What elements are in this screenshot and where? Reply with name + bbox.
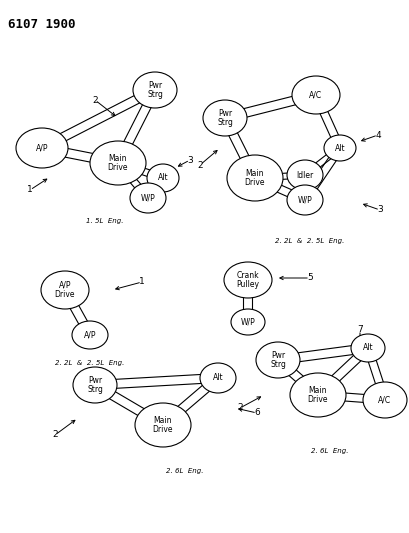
Text: 4: 4: [374, 131, 380, 140]
Text: A/C: A/C: [378, 395, 391, 405]
Ellipse shape: [135, 403, 191, 447]
Ellipse shape: [289, 373, 345, 417]
Text: Main
Drive: Main Drive: [244, 168, 265, 188]
Ellipse shape: [323, 135, 355, 161]
Ellipse shape: [286, 185, 322, 215]
Text: Idler: Idler: [296, 171, 313, 180]
Text: W/P: W/P: [240, 318, 255, 327]
Text: 5: 5: [306, 273, 312, 282]
Text: Pwr
Strg: Pwr Strg: [147, 80, 162, 99]
Text: W/P: W/P: [297, 196, 312, 205]
Text: Alt: Alt: [212, 374, 223, 383]
Ellipse shape: [350, 334, 384, 362]
Text: A/P
Drive: A/P Drive: [55, 281, 75, 300]
Text: Alt: Alt: [334, 143, 344, 152]
Text: A/P: A/P: [83, 330, 96, 340]
Text: Pwr
Strg: Pwr Strg: [270, 351, 285, 369]
Text: 2: 2: [52, 431, 58, 440]
Ellipse shape: [227, 155, 282, 201]
Text: 1: 1: [27, 185, 33, 195]
Text: Alt: Alt: [157, 174, 168, 182]
Ellipse shape: [255, 342, 299, 378]
Ellipse shape: [200, 363, 236, 393]
Ellipse shape: [41, 271, 89, 309]
Text: Main
Drive: Main Drive: [108, 154, 128, 172]
Ellipse shape: [362, 382, 406, 418]
Ellipse shape: [72, 321, 108, 349]
Ellipse shape: [130, 183, 166, 213]
Text: 2. 2L  &  2. 5L  Eng.: 2. 2L & 2. 5L Eng.: [55, 360, 124, 366]
Text: Crank
Pulley: Crank Pulley: [236, 271, 259, 289]
Text: 2. 2L  &  2. 5L  Eng.: 2. 2L & 2. 5L Eng.: [274, 238, 344, 244]
Text: 1: 1: [139, 278, 144, 287]
Ellipse shape: [73, 367, 117, 403]
Text: Pwr
Strg: Pwr Strg: [87, 376, 103, 394]
Ellipse shape: [230, 309, 264, 335]
Text: 3: 3: [187, 156, 192, 165]
Ellipse shape: [202, 100, 246, 136]
Ellipse shape: [147, 164, 179, 192]
Ellipse shape: [90, 141, 146, 185]
Text: Main
Drive: Main Drive: [307, 386, 328, 405]
Ellipse shape: [286, 160, 322, 190]
Ellipse shape: [223, 262, 271, 298]
Text: Main
Drive: Main Drive: [153, 416, 173, 434]
Text: Pwr
Strg: Pwr Strg: [216, 109, 232, 127]
Text: 2: 2: [237, 403, 242, 413]
Text: W/P: W/P: [140, 193, 155, 203]
Text: A/P: A/P: [36, 143, 48, 152]
Text: 2. 6L  Eng.: 2. 6L Eng.: [256, 352, 293, 358]
Ellipse shape: [291, 76, 339, 114]
Text: 2. 6L  Eng.: 2. 6L Eng.: [166, 468, 203, 474]
Text: 2. 6L  Eng.: 2. 6L Eng.: [310, 448, 348, 454]
Text: A/C: A/C: [309, 91, 322, 100]
Ellipse shape: [16, 128, 68, 168]
Text: 1. 5L  Eng.: 1. 5L Eng.: [86, 218, 124, 224]
Text: Alt: Alt: [362, 343, 373, 352]
Text: 6: 6: [254, 408, 259, 417]
Text: 2: 2: [92, 95, 98, 104]
Ellipse shape: [133, 72, 177, 108]
Text: 7: 7: [356, 326, 362, 335]
Text: 6107 1900: 6107 1900: [8, 18, 75, 31]
Text: 3: 3: [376, 206, 382, 214]
Text: 2: 2: [197, 160, 202, 169]
